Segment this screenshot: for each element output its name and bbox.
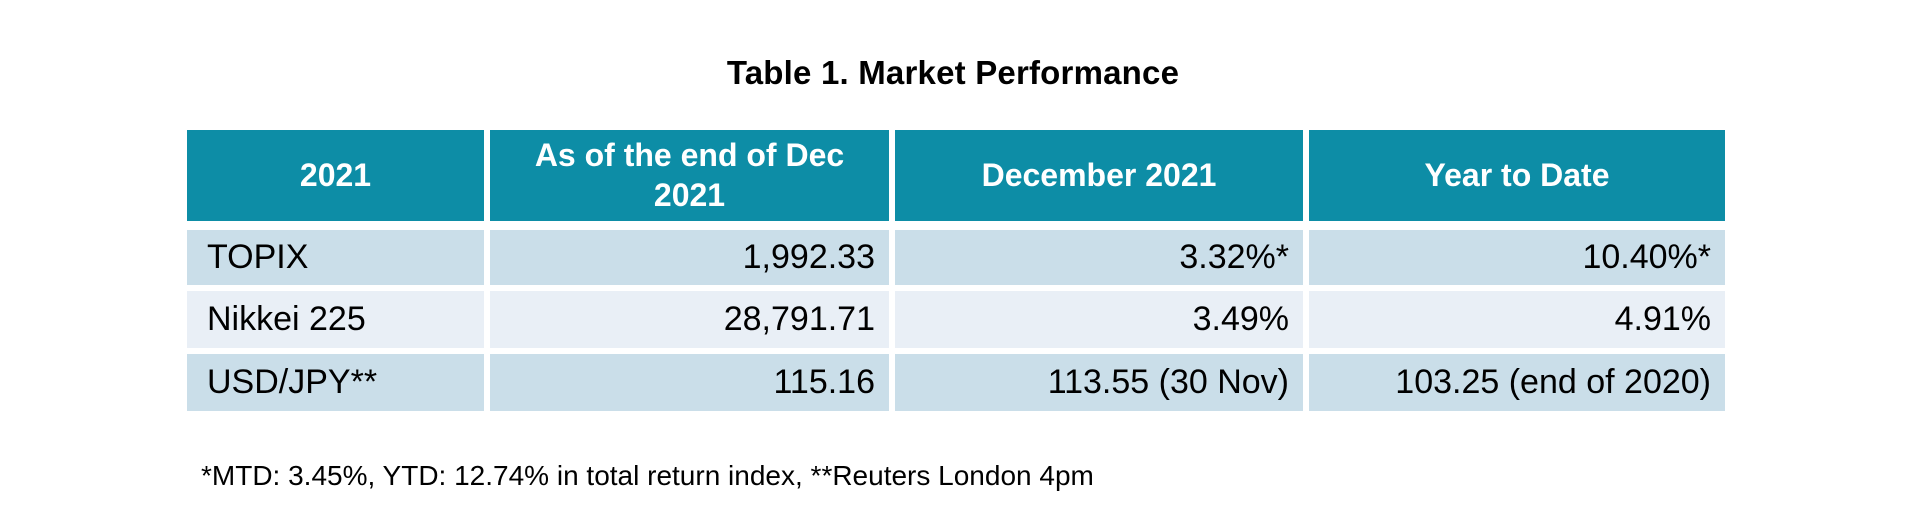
table-title: Table 1. Market Performance bbox=[726, 54, 1180, 91]
header-cell-end-of-dec-label: As of the end of Dec 2021 bbox=[534, 137, 845, 214]
header-cell-december: December 2021 bbox=[889, 124, 1309, 230]
header-cell-ytd: Year to Date bbox=[1303, 124, 1731, 230]
value-cell: 28,791.71 bbox=[484, 285, 895, 354]
row-label: USD/JPY** bbox=[181, 348, 490, 417]
value-cell: 1,992.33 bbox=[484, 222, 895, 291]
value-cell: 10.40%* bbox=[1303, 222, 1731, 291]
header-cell-year: 2021 bbox=[181, 124, 490, 230]
value-cell: 4.91% bbox=[1303, 285, 1731, 354]
value-cell: 113.55 (30 Nov) bbox=[889, 348, 1309, 417]
row-label: Nikkei 225 bbox=[181, 285, 490, 354]
header-cell-end-of-dec: As of the end of Dec 2021 bbox=[484, 124, 895, 230]
table-row-topix: TOPIX 1,992.33 3.32%* 10.40%* bbox=[181, 222, 1731, 291]
value-cell: 115.16 bbox=[484, 348, 895, 417]
header-row: 2021 As of the end of Dec 2021 December … bbox=[181, 124, 1731, 230]
value-cell: 103.25 (end of 2020) bbox=[1303, 348, 1731, 417]
table-row-usdjpy: USD/JPY** 115.16 113.55 (30 Nov) 103.25 … bbox=[181, 348, 1731, 417]
market-performance-table: 2021 As of the end of Dec 2021 December … bbox=[181, 124, 1731, 417]
value-cell: 3.32%* bbox=[889, 222, 1309, 291]
value-cell: 3.49% bbox=[889, 285, 1309, 354]
table-footnote: *MTD: 3.45%, YTD: 12.74% in total return… bbox=[201, 460, 1094, 491]
table-row-nikkei: Nikkei 225 28,791.71 3.49% 4.91% bbox=[181, 285, 1731, 354]
row-label: TOPIX bbox=[181, 222, 490, 291]
